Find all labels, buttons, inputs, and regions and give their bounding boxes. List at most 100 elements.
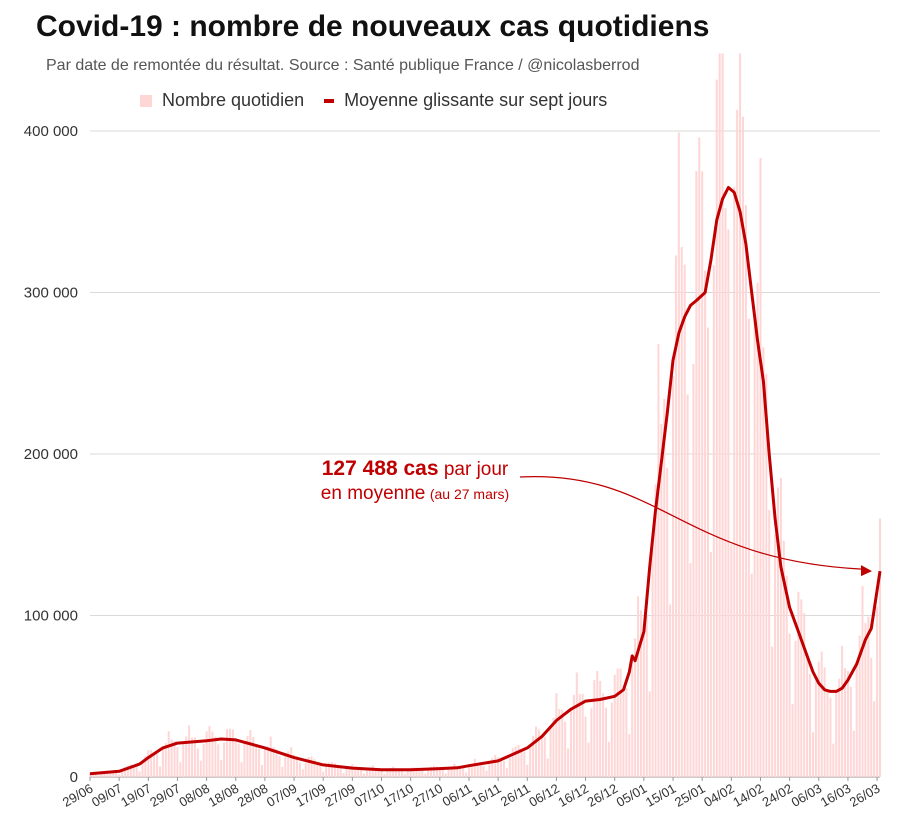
- daily-bar: [456, 766, 459, 777]
- daily-bar: [395, 768, 398, 777]
- daily-bar: [435, 766, 438, 777]
- daily-bar: [371, 765, 374, 777]
- daily-bar: [511, 748, 514, 777]
- daily-bar: [797, 591, 800, 777]
- daily-bar: [876, 606, 879, 777]
- daily-bar: [121, 771, 124, 777]
- daily-bar: [153, 753, 156, 777]
- daily-bar: [826, 690, 829, 777]
- daily-bar: [500, 757, 503, 777]
- daily-bar: [307, 757, 310, 777]
- daily-bar: [806, 653, 809, 777]
- daily-bar: [788, 633, 791, 777]
- daily-bar: [774, 534, 777, 777]
- daily-bar: [243, 742, 246, 777]
- daily-bar: [196, 748, 199, 777]
- daily-bar: [546, 758, 549, 777]
- daily-bar: [593, 679, 596, 777]
- daily-bar: [412, 767, 415, 777]
- y-tick-label: 100 000: [24, 608, 78, 625]
- rolling-average-line: [89, 186, 882, 776]
- daily-bar: [400, 770, 403, 777]
- daily-bar: [453, 763, 456, 777]
- daily-bar: [214, 736, 217, 777]
- daily-bar: [319, 765, 322, 777]
- daily-bar: [572, 694, 575, 777]
- y-tick-label: 400 000: [24, 123, 78, 140]
- daily-bar: [619, 668, 622, 777]
- daily-bar: [459, 766, 462, 777]
- daily-bar: [173, 740, 176, 777]
- daily-bars: [88, 53, 882, 778]
- daily-bar: [115, 772, 118, 777]
- daily-bar: [135, 766, 138, 777]
- daily-bar: [129, 764, 132, 777]
- daily-bar: [164, 743, 167, 777]
- annotation-arrow-line: [519, 475, 863, 570]
- daily-bar: [260, 764, 264, 777]
- legend: Nombre quotidien Moyenne glissante sur s…: [140, 90, 607, 111]
- daily-bar: [841, 645, 844, 777]
- daily-bar: [418, 769, 421, 777]
- daily-bar: [339, 767, 342, 777]
- legend-line-label: Moyenne glissante sur sept jours: [344, 90, 608, 110]
- daily-bar: [564, 721, 567, 777]
- daily-bar: [199, 760, 202, 777]
- x-tick-label: 26/03: [847, 781, 883, 810]
- daily-bar: [325, 765, 328, 777]
- daily-bar: [660, 423, 663, 777]
- daily-bar: [144, 755, 147, 777]
- daily-bar: [281, 766, 284, 777]
- daily-bar: [791, 704, 794, 777]
- annotation-value: 127 488 cas: [321, 457, 439, 480]
- daily-bar: [217, 744, 220, 777]
- daily-bar: [607, 741, 610, 777]
- daily-bar: [100, 773, 103, 777]
- daily-bar: [543, 736, 546, 777]
- daily-bar: [811, 732, 814, 777]
- daily-bar: [342, 773, 345, 777]
- daily-bar: [208, 725, 211, 777]
- daily-bar: [838, 678, 841, 777]
- daily-bar: [590, 708, 593, 777]
- daily-bar: [360, 769, 363, 777]
- daily-bar: [220, 760, 223, 777]
- daily-bar: [523, 751, 526, 777]
- daily-bar: [255, 744, 258, 777]
- daily-bar: [654, 484, 657, 777]
- daily-bar: [701, 171, 704, 777]
- daily-bar: [753, 314, 756, 777]
- chart-title: Covid-19 : nombre de nouveaux cas quotid…: [36, 10, 710, 43]
- daily-bar: [368, 768, 371, 777]
- daily-bar: [482, 765, 485, 777]
- daily-bar: [809, 673, 812, 777]
- daily-bar: [176, 747, 179, 777]
- daily-bar: [432, 765, 436, 777]
- daily-bar: [249, 729, 252, 777]
- daily-bar: [161, 747, 164, 777]
- daily-bar: [333, 763, 336, 777]
- daily-bar: [587, 742, 590, 777]
- daily-bar: [234, 740, 237, 777]
- daily-bar: [715, 79, 718, 778]
- daily-bar: [182, 742, 185, 777]
- annotation-note: (au 27 mars): [429, 486, 510, 502]
- daily-bar: [721, 53, 724, 778]
- daily-bar: [666, 467, 669, 777]
- daily-bar: [103, 771, 106, 777]
- daily-bar: [581, 693, 584, 777]
- daily-bar: [508, 757, 511, 777]
- daily-bar: [765, 373, 768, 777]
- daily-bar: [651, 535, 654, 777]
- daily-bar: [406, 770, 409, 777]
- daily-bar: [467, 765, 470, 777]
- daily-bar: [657, 343, 660, 777]
- daily-bar: [733, 186, 736, 777]
- daily-bar: [485, 770, 488, 777]
- daily-bar: [803, 613, 806, 777]
- daily-bar: [864, 623, 867, 777]
- daily-bar: [602, 693, 605, 777]
- daily-bar: [610, 702, 613, 777]
- daily-bar: [275, 749, 278, 777]
- daily-bar: [430, 766, 433, 777]
